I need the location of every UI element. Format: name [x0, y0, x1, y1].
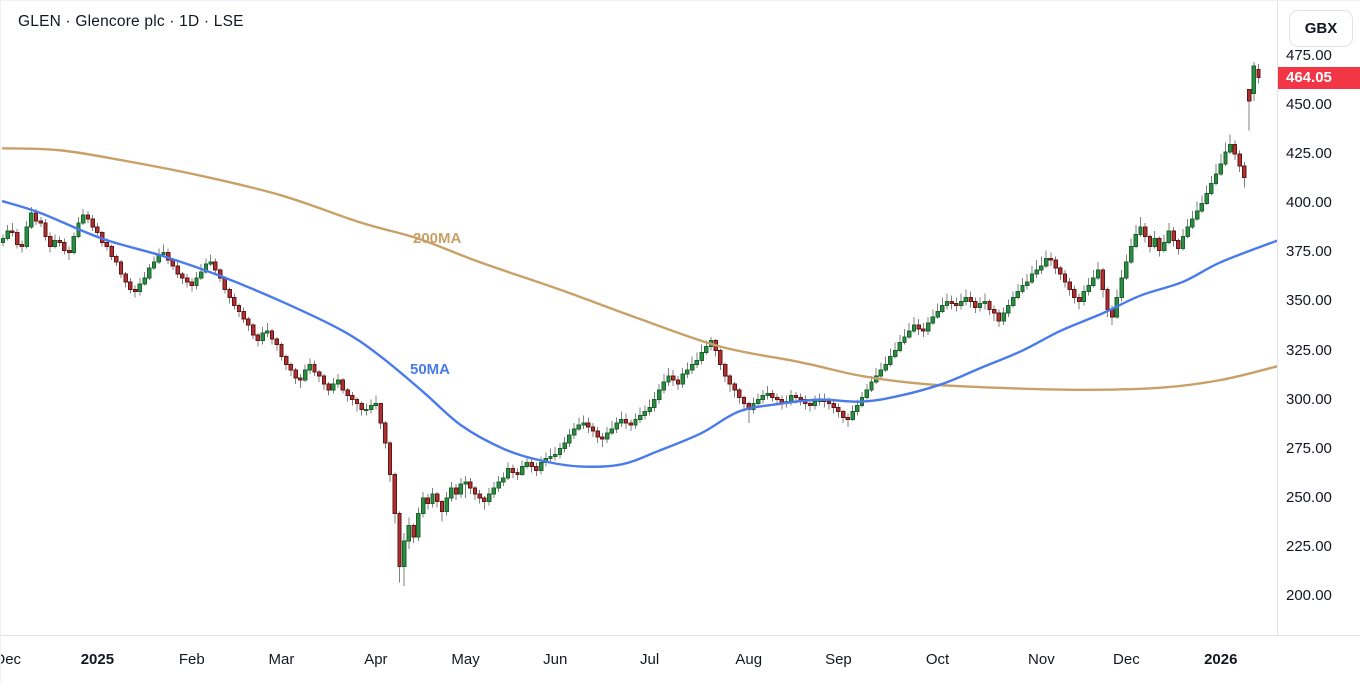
time-tick-label: Jun: [543, 651, 568, 668]
time-tick-label: 2025: [80, 651, 115, 668]
price-tick-label: 425.00: [1286, 145, 1332, 163]
price-tick-label: 300.00: [1286, 390, 1332, 408]
currency-button[interactable]: GBX: [1289, 10, 1353, 47]
time-tick-label: Oct: [925, 651, 950, 668]
time-tick-label: Nov: [1028, 651, 1055, 668]
time-tick-label: 2026: [1204, 651, 1238, 668]
price-tick-label: 450.00: [1286, 96, 1332, 114]
time-tick-label: May: [451, 651, 480, 668]
ma50-label: 50MA: [410, 361, 451, 378]
price-tick-label: 475.00: [1286, 47, 1332, 64]
ma200-label: 200MA: [413, 230, 462, 247]
price-tick-label: 275.00: [1286, 439, 1332, 457]
candlestick-chart[interactable]: [1, 1, 1277, 635]
time-tick-label: Aug: [735, 651, 763, 668]
time-tick-label: Jul: [640, 651, 660, 668]
chart-pane[interactable]: GLEN · Glencore plc · 1D · LSE 200MA 50MA: [1, 1, 1277, 635]
price-tick-label: 400.00: [1286, 194, 1332, 212]
price-axis[interactable]: GBX 464.05 475.00 450.00 425.00 400.00 375.0…: [1277, 1, 1360, 635]
price-tick-label: 350.00: [1286, 292, 1332, 310]
price-tick-label: 225.00: [1286, 537, 1332, 555]
price-tick-label: 325.00: [1286, 341, 1332, 359]
ma50-line[interactable]: [1, 200, 1277, 468]
symbol-title[interactable]: GLEN · Glencore plc · 1D · LSE: [18, 13, 244, 30]
last-price-badge: 464.05: [1278, 66, 1360, 89]
time-tick-label: Dec: [1, 651, 22, 668]
price-tick-label: 200.00: [1286, 587, 1332, 604]
time-tick-label: Feb: [178, 651, 205, 668]
time-tick-label: Apr: [364, 651, 388, 668]
ma200-line[interactable]: [1, 147, 1277, 392]
time-axis[interactable]: Dec 2025 Feb Mar Apr May Jun Jul Aug Sep Oct Nov Dec…: [1, 635, 1360, 682]
time-tick-label: Dec: [1113, 651, 1140, 668]
time-tick-label: Mar: [268, 651, 295, 668]
price-tick-label: 250.00: [1286, 488, 1332, 506]
candle-wicks: [2, 61, 1260, 587]
time-tick-label: Sep: [825, 651, 852, 668]
price-tick-label: 375.00: [1286, 243, 1332, 261]
